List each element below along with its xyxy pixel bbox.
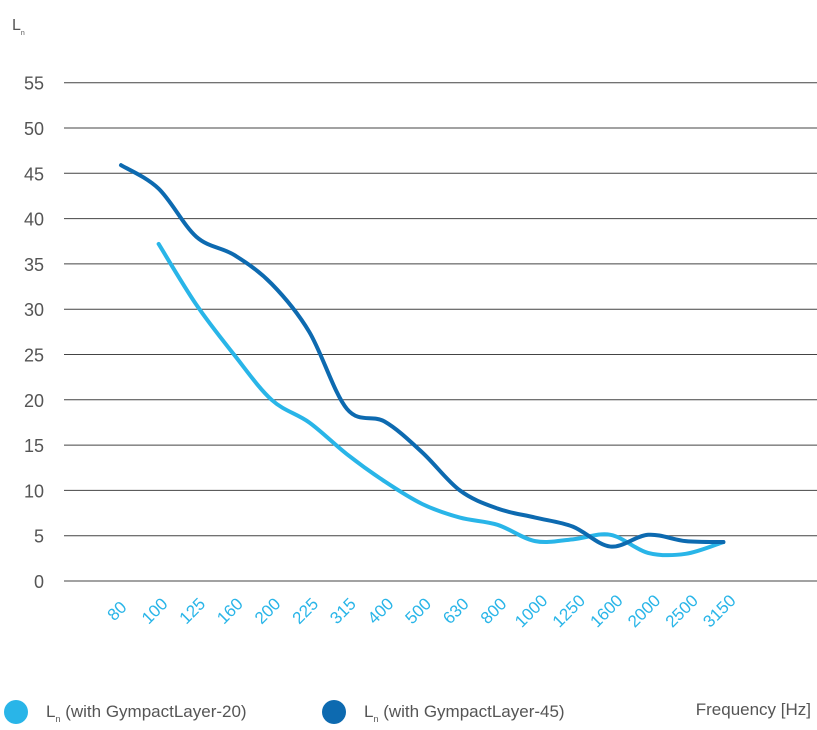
- legend: Ln (with GympactLayer-20) Ln (with Gympa…: [0, 700, 817, 730]
- x-tick-400: 400: [364, 594, 397, 627]
- y-tick-20: 20: [24, 391, 44, 411]
- y-tick-50: 50: [24, 119, 44, 139]
- x-tick-315: 315: [326, 594, 359, 627]
- y-tick-30: 30: [24, 300, 44, 320]
- legend-item-series-2: Ln (with GympactLayer-45): [322, 700, 565, 724]
- y-tick-10: 10: [24, 481, 44, 501]
- x-tick-80: 80: [104, 598, 131, 625]
- y-tick-35: 35: [24, 255, 44, 275]
- x-tick-225: 225: [289, 594, 322, 627]
- x-tick-800: 800: [477, 594, 510, 627]
- series-lines: [119, 163, 726, 558]
- y-tick-45: 45: [24, 164, 44, 184]
- y-tick-15: 15: [24, 436, 44, 456]
- series-line-2: [119, 163, 726, 549]
- y-axis-label: Ln: [12, 17, 25, 37]
- y-tick-labels: 0 5 10 15 20 25 30 35 40 45 50 55: [24, 74, 44, 592]
- legend-label-series-1: Ln (with GympactLayer-20): [46, 702, 247, 724]
- y-axis-label-main: L: [12, 17, 21, 34]
- x-tick-1250: 1250: [549, 591, 589, 631]
- legend-swatch-series-1: [4, 700, 28, 724]
- legend-swatch-series-2: [322, 700, 346, 724]
- x-tick-1000: 1000: [511, 591, 551, 631]
- y-tick-55: 55: [24, 74, 44, 94]
- x-tick-125: 125: [176, 594, 209, 627]
- y-tick-40: 40: [24, 210, 44, 230]
- y-axis-label-sub: n: [21, 30, 25, 37]
- x-tick-1600: 1600: [586, 591, 626, 631]
- x-tick-labels: 80 100 125 160 200 225 315 400 500 630 800 10001250…: [104, 591, 740, 631]
- y-tick-5: 5: [34, 527, 44, 547]
- x-tick-160: 160: [213, 594, 246, 627]
- x-tick-3150: 3150: [699, 591, 739, 631]
- legend-label-series-2: Ln (with GympactLayer-45): [364, 702, 565, 724]
- x-tick-100: 100: [138, 594, 171, 627]
- grid: [64, 82, 817, 582]
- x-tick-200: 200: [251, 594, 284, 627]
- x-axis-label: Frequency [Hz]: [695, 700, 811, 719]
- x-tick-630: 630: [439, 594, 472, 627]
- legend-item-series-1: Ln (with GympactLayer-20): [4, 700, 247, 724]
- y-tick-25: 25: [24, 346, 44, 366]
- x-tick-500: 500: [402, 594, 435, 627]
- x-tick-2000: 2000: [624, 591, 664, 631]
- y-tick-0: 0: [34, 572, 44, 592]
- x-tick-2500: 2500: [662, 591, 702, 631]
